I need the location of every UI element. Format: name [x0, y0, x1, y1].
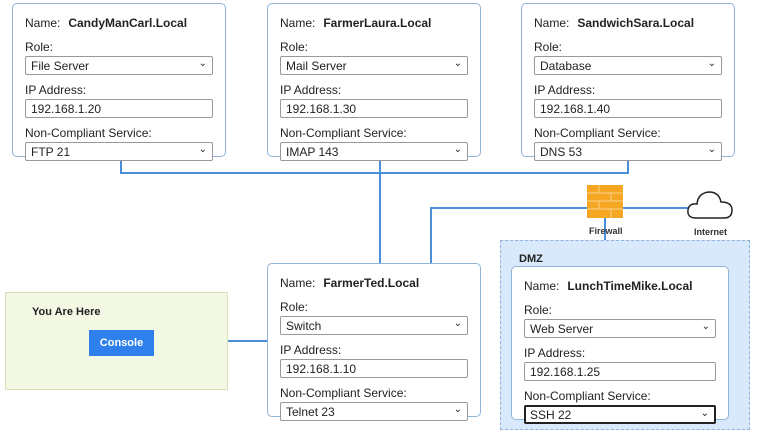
host-card-farmerlaura: Name: FarmerLaura.Local Role: Mail Server… [267, 3, 481, 161]
ip-label: IP Address: [280, 343, 342, 357]
role-label: Role: [280, 300, 309, 314]
ip-input[interactable]: 192.168.1.10 [280, 359, 468, 378]
service-label: Non-Compliant Service: [280, 126, 407, 140]
service-label: Non-Compliant Service: [524, 389, 651, 403]
service-label: Non-Compliant Service: [534, 126, 661, 140]
chevron-down-icon: ⌄ [707, 58, 716, 69]
host-name: SandwichSara.Local [577, 16, 695, 30]
role-value: File Server [31, 59, 90, 73]
chevron-down-icon: ⌄ [453, 404, 462, 415]
host-name: FarmerTed.Local [323, 276, 420, 290]
service-value: SSH 22 [530, 408, 572, 422]
firewall-icon[interactable] [587, 185, 623, 218]
ip-label: IP Address: [524, 346, 586, 360]
name-label: Name: [280, 276, 316, 290]
name-label: Name: [25, 16, 61, 30]
service-value: Telnet 23 [286, 405, 335, 419]
host-card-sandwichsara: Name: SandwichSara.Local Role: Database ⌄ … [521, 3, 735, 161]
ip-label: IP Address: [534, 83, 596, 97]
internet-label: Internet [694, 227, 728, 237]
service-select[interactable]: IMAP 143 ⌄ [280, 142, 468, 161]
dmz-label: DMZ [519, 253, 543, 265]
role-value: Web Server [530, 322, 594, 336]
service-select[interactable]: DNS 53 ⌄ [534, 142, 722, 161]
ip-input[interactable]: 192.168.1.25 [524, 362, 716, 381]
chevron-down-icon: ⌄ [198, 58, 207, 69]
role-select[interactable]: Web Server ⌄ [524, 319, 716, 338]
console-button[interactable]: Console [89, 330, 154, 356]
role-label: Role: [534, 40, 563, 54]
role-select[interactable]: Mail Server ⌄ [280, 56, 468, 75]
ip-input[interactable]: 192.168.1.20 [25, 99, 213, 118]
service-label: Non-Compliant Service: [280, 386, 407, 400]
service-select[interactable]: FTP 21 ⌄ [25, 142, 213, 161]
ip-input[interactable]: 192.168.1.30 [280, 99, 468, 118]
service-value: FTP 21 [31, 145, 71, 159]
name-label: Name: [280, 16, 316, 30]
chevron-down-icon: ⌄ [453, 58, 462, 69]
ip-input[interactable]: 192.168.1.40 [534, 99, 722, 118]
name-label: Name: [524, 279, 560, 293]
service-value: DNS 53 [540, 145, 583, 159]
host-name: CandyManCarl.Local [68, 16, 188, 30]
role-label: Role: [25, 40, 54, 54]
host-card-lunchtimemike: Name: LunchTimeMike.Local Role: Web Serve… [511, 266, 729, 424]
service-select[interactable]: SSH 22 ⌄ [524, 405, 716, 424]
chevron-down-icon: ⌄ [701, 321, 710, 332]
ip-label: IP Address: [280, 83, 342, 97]
chevron-down-icon: ⌄ [707, 144, 716, 155]
role-select[interactable]: File Server ⌄ [25, 56, 213, 75]
chevron-down-icon: ⌄ [700, 408, 709, 419]
chevron-down-icon: ⌄ [453, 318, 462, 329]
ip-label: IP Address: [25, 83, 87, 97]
service-select[interactable]: Telnet 23 ⌄ [280, 402, 468, 421]
host-card-farmerted: Name: FarmerTed.Local Role: Switch ⌄ IP Ad… [267, 263, 481, 421]
role-select[interactable]: Database ⌄ [534, 56, 722, 75]
service-label: Non-Compliant Service: [25, 126, 152, 140]
chevron-down-icon: ⌄ [453, 144, 462, 155]
host-card-candymancarl: Name: CandyManCarl.Local Role: File Serve… [12, 3, 226, 161]
name-label: Name: [534, 16, 570, 30]
you-are-here-panel: You Are Here Console [5, 292, 228, 390]
role-value: Mail Server [286, 59, 347, 73]
host-name: FarmerLaura.Local [323, 16, 432, 30]
role-value: Database [540, 59, 592, 73]
firewall-label: Firewall [589, 226, 623, 236]
role-label: Role: [524, 303, 553, 317]
role-label: Role: [280, 40, 309, 54]
role-value: Switch [286, 319, 322, 333]
role-select[interactable]: Switch ⌄ [280, 316, 468, 335]
you-are-here-label: You Are Here [32, 306, 101, 318]
service-value: IMAP 143 [286, 145, 339, 159]
internet-cloud-icon[interactable] [686, 188, 734, 220]
chevron-down-icon: ⌄ [198, 144, 207, 155]
host-name: LunchTimeMike.Local [567, 279, 693, 293]
